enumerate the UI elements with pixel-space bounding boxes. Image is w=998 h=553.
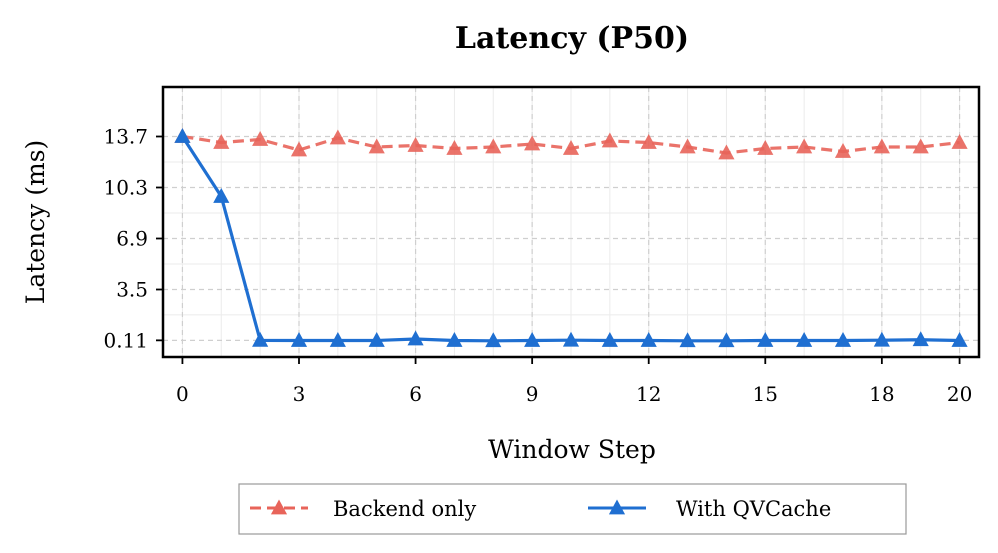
data-point-backend-only	[679, 138, 696, 154]
legend: Backend only With QVCache	[238, 483, 907, 535]
x-axis: 0 3 6 9 12 15 18 20	[176, 357, 972, 406]
y-axis-label: Latency (ms)	[21, 140, 50, 305]
data-point-with-qvcache	[368, 332, 385, 347]
data-point-backend-only	[951, 134, 968, 149]
data-point-with-qvcache	[524, 332, 541, 347]
x-tick-label: 20	[947, 382, 972, 406]
x-tick-label: 12	[636, 382, 661, 406]
data-point-backend-only	[757, 140, 774, 155]
data-point-with-qvcache	[562, 331, 580, 347]
plot-frame	[161, 85, 981, 359]
data-point-backend-only	[368, 138, 385, 154]
x-tick-label: 3	[293, 382, 306, 406]
data-point-backend-only	[873, 138, 890, 154]
data-point-backend-only	[834, 143, 852, 158]
data-point-with-qvcache	[446, 332, 463, 347]
data-point-with-qvcache	[873, 331, 890, 347]
chart-title: Latency (P50)	[455, 21, 689, 56]
data-point-backend-only	[524, 135, 541, 151]
data-point-backend-only	[485, 138, 502, 154]
grid-lines	[163, 87, 979, 357]
data-point-with-qvcache	[407, 330, 424, 346]
y-tick-label: 0.11	[103, 328, 148, 352]
x-tick-label: 6	[409, 382, 422, 406]
data-point-with-qvcache	[912, 331, 929, 347]
data-point-backend-only	[601, 132, 618, 148]
series-layer	[174, 128, 968, 348]
data-point-with-qvcache	[757, 332, 774, 347]
data-point-with-qvcache	[834, 332, 852, 347]
data-point-backend-only	[329, 129, 346, 145]
data-point-with-qvcache	[213, 188, 230, 203]
data-point-backend-only	[796, 138, 813, 154]
data-point-with-qvcache	[601, 332, 618, 347]
legend-marker-with-qvcache	[608, 499, 626, 515]
legend-marker-backend-only	[270, 499, 288, 515]
data-point-backend-only	[407, 137, 424, 152]
data-point-with-qvcache	[796, 332, 813, 347]
data-point-with-qvcache	[485, 332, 502, 348]
x-axis-label: Window Step	[488, 435, 656, 464]
y-tick-label: 13.7	[103, 125, 148, 149]
data-point-with-qvcache	[329, 332, 346, 347]
data-point-with-qvcache	[718, 332, 735, 348]
y-tick-label: 10.3	[103, 176, 148, 200]
data-point-backend-only	[446, 140, 463, 155]
data-point-backend-only	[252, 131, 269, 146]
data-point-with-qvcache	[679, 332, 696, 348]
data-point-with-qvcache	[290, 332, 308, 347]
legend-label-with-qvcache: With QVCache	[676, 497, 831, 521]
data-point-with-qvcache	[640, 332, 657, 347]
legend-box	[238, 483, 907, 535]
x-tick-label: 9	[526, 382, 539, 406]
data-point-backend-only	[912, 138, 929, 154]
data-point-backend-only	[562, 140, 580, 155]
data-point-backend-only	[290, 141, 308, 157]
data-point-backend-only	[213, 134, 230, 149]
x-tick-label: 15	[753, 382, 778, 406]
data-point-with-qvcache	[174, 128, 191, 143]
x-tick-label: 18	[869, 382, 894, 406]
y-tick-label: 3.5	[116, 278, 148, 302]
data-point-backend-only	[640, 134, 657, 149]
data-point-with-qvcache	[951, 332, 968, 347]
series-with-qvcache	[174, 128, 968, 348]
y-tick-label: 6.9	[116, 227, 148, 251]
y-axis: 0.11 3.5 6.9 10.3 13.7	[103, 125, 163, 352]
data-point-backend-only	[718, 144, 735, 160]
legend-label-backend-only: Backend only	[333, 497, 476, 521]
data-point-with-qvcache	[252, 331, 269, 347]
x-tick-label: 0	[176, 382, 189, 406]
